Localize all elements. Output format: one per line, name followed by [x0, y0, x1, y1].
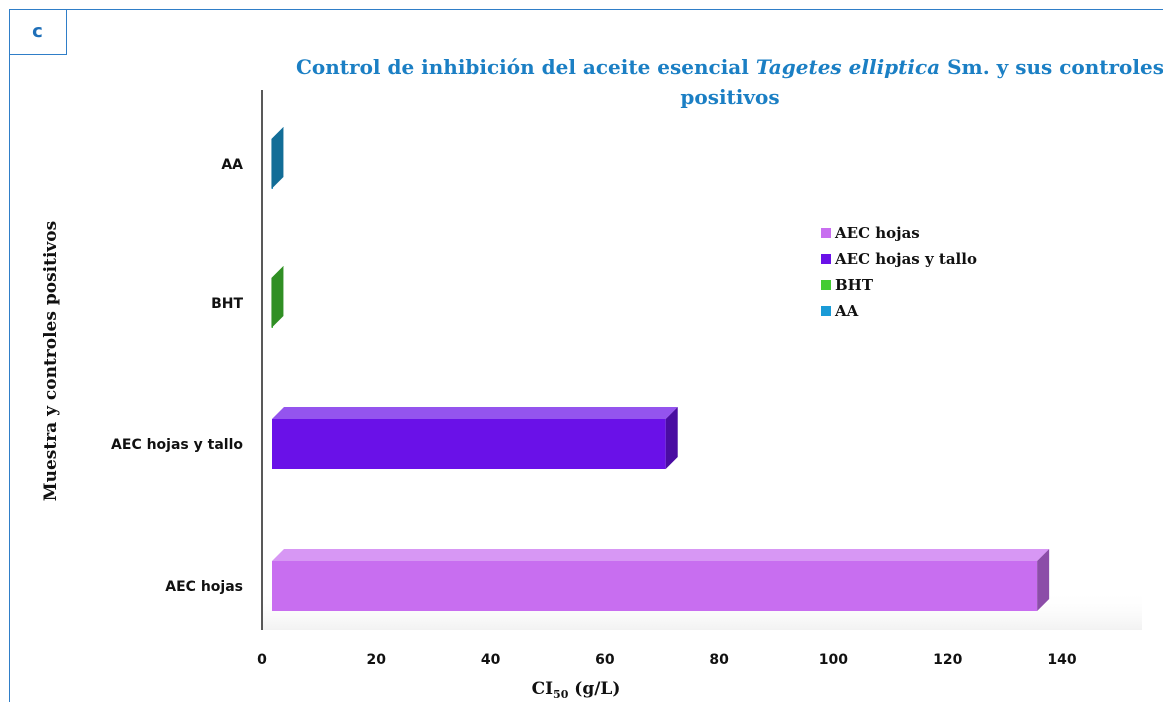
- panel-label: c: [9, 9, 67, 55]
- bar-top: [272, 407, 678, 419]
- bar-bht: [271, 266, 284, 328]
- x-axis-title-sub: 50: [553, 688, 569, 701]
- chart-title-part2: Sm. y sus controles: [940, 55, 1163, 79]
- category-label: BHT: [211, 296, 243, 312]
- category-labels: AA BHT AEC hojas y tallo AEC hojas: [111, 157, 243, 595]
- x-tick-label: 60: [595, 652, 615, 668]
- chart-title-line2: positivos: [680, 85, 780, 109]
- legend-swatch: [821, 280, 831, 290]
- legend-label: AEC hojas y tallo: [834, 250, 977, 268]
- y-axis-title: Muestra y controles positivos: [41, 221, 61, 501]
- chart-title-italic: Tagetes elliptica: [755, 55, 941, 79]
- x-axis-title: CI50 (g/L): [532, 679, 621, 701]
- bar-side: [1037, 549, 1050, 611]
- x-tick-label: 100: [819, 652, 848, 668]
- category-label: AA: [221, 157, 243, 173]
- chart-title-part1: Control de inhibición del aceite esencia…: [296, 55, 756, 79]
- legend: AEC hojas AEC hojas y tallo BHT AA: [821, 224, 977, 320]
- x-tick-labels: 0 20 40 60 80 100 120 140: [257, 652, 1077, 668]
- x-tick-label: 140: [1047, 652, 1076, 668]
- bar-side: [271, 266, 284, 328]
- x-axis-title-main: CI: [532, 679, 554, 699]
- bar-side: [665, 407, 678, 469]
- legend-swatch: [821, 306, 831, 316]
- x-axis-title-unit: (g/L): [568, 679, 620, 699]
- bar-front: [272, 419, 666, 469]
- x-tick-label: 20: [367, 652, 387, 668]
- figure-frame: [9, 9, 1163, 702]
- legend-label: BHT: [835, 276, 874, 294]
- x-tick-label: 0: [257, 652, 267, 668]
- x-tick-label: 40: [481, 652, 501, 668]
- category-label: AEC hojas: [165, 579, 243, 595]
- x-tick-label: 80: [709, 652, 729, 668]
- chart-title: Control de inhibición del aceite esencia…: [290, 52, 1163, 112]
- bar-side: [271, 127, 284, 189]
- legend-label: AA: [834, 302, 859, 320]
- bars-layer: [271, 127, 1050, 611]
- bar-top: [272, 549, 1050, 561]
- bar-aec-hojas-y-tallo: [272, 407, 678, 469]
- bar-aa: [271, 127, 284, 189]
- bar-front: [272, 561, 1038, 611]
- legend-swatch: [821, 254, 831, 264]
- legend-label: AEC hojas: [834, 224, 920, 242]
- bar-aec-hojas: [272, 549, 1050, 611]
- legend-swatch: [821, 228, 831, 238]
- category-label: AEC hojas y tallo: [111, 437, 243, 453]
- x-tick-label: 120: [933, 652, 962, 668]
